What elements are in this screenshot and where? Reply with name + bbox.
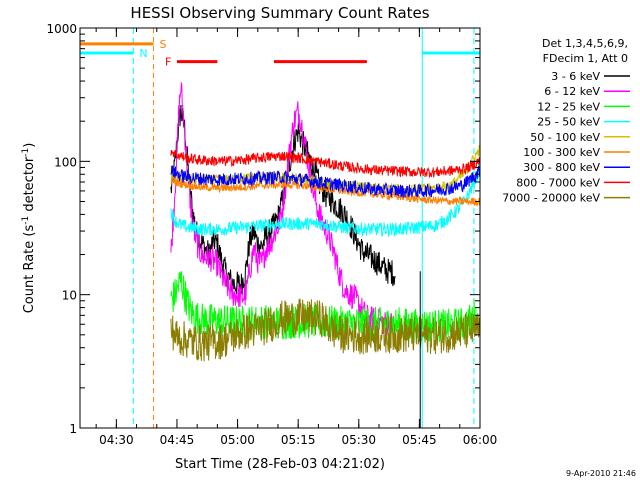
legend: Det 1,3,4,5,6,9, FDecim 1, Att 0 3 - 6 k… [502,37,630,205]
x-tick-label: 06:00 [463,433,498,447]
legend-label: 300 - 800 keV [523,161,600,174]
series-lines [170,82,481,428]
y-axis: 1 10 100 1000 [46,22,480,436]
chart-title: HESSI Observing Summary Count Rates [130,4,429,22]
flag-label-F: F [165,56,171,69]
flag-label-N: N [139,47,147,60]
x-axis-label: Start Time (28-Feb-03 04:21:02) [175,457,385,472]
x-tick-label: 05:15 [281,433,316,447]
legend-label: 3 - 6 keV [551,70,600,83]
series-line-7 [170,165,481,198]
legend-label: 7000 - 20000 keV [502,192,600,205]
flag-label-S: S [160,38,167,51]
legend-label: 6 - 12 keV [544,85,600,98]
y-tick-label: 1000 [46,22,77,36]
legend-label: 12 - 25 keV [537,100,600,113]
y-tick-label: 10 [62,289,77,303]
legend-label: 100 - 300 keV [523,146,600,159]
legend-header-line-1: Det 1,3,4,5,6,9, [542,37,628,50]
x-tick-label: 04:30 [99,433,134,447]
legend-label: 25 - 50 keV [537,116,600,129]
series-line-8 [170,150,481,178]
y-tick-label: 1 [69,422,77,436]
series-line-4 [170,161,481,238]
date-stamp: 9-Apr-2010 21:46 [566,469,636,478]
x-tick-label: 05:45 [402,433,437,447]
legend-header-line-2: FDecim 1, Att 0 [543,52,628,65]
legend-label: 800 - 7000 keV [516,176,600,189]
y-tick-label: 100 [54,155,77,169]
x-axis: 04:30 04:45 05:00 05:15 05:30 05:45 06:00 [95,28,498,447]
x-tick-label: 05:00 [220,433,255,447]
plot-frame [79,27,481,429]
x-tick-label: 04:45 [160,433,195,447]
series-line-9 [170,298,481,362]
x-tick-label: 05:30 [341,433,376,447]
series-line-2 [170,82,396,338]
observing-flags: NSF [80,38,480,69]
y-axis-label: Count Rate (s-1 detector-1) [21,143,37,314]
legend-label: 50 - 100 keV [530,131,600,144]
